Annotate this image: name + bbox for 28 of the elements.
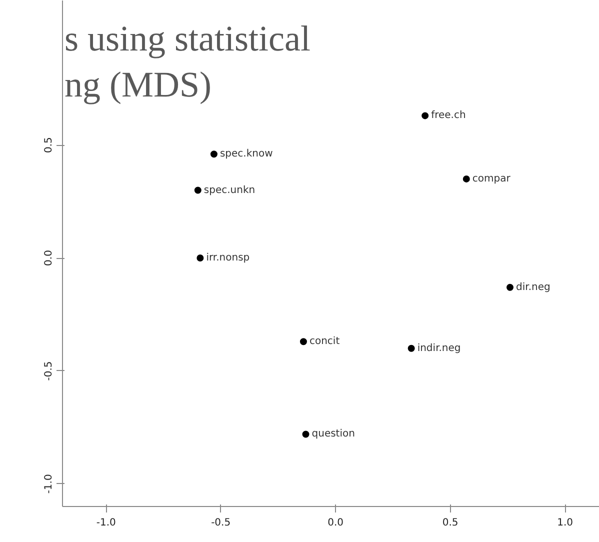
series-label: free.ch — [431, 110, 466, 122]
series-label: irr.nonsp — [206, 252, 250, 264]
point — [194, 186, 202, 194]
y-tick-label: -1.0 — [44, 474, 54, 494]
point — [422, 112, 429, 120]
y-tick-label: 0.0 — [44, 250, 54, 266]
point — [408, 344, 415, 352]
series-label: spec.know — [220, 148, 273, 160]
series-label: indir.neg — [417, 342, 461, 354]
x-tick-label: -1.0 — [96, 518, 116, 528]
x-tick-label: 0.0 — [328, 518, 344, 528]
x-tick-label: -0.5 — [211, 518, 231, 528]
point — [462, 175, 470, 182]
point — [506, 284, 514, 291]
text: s using statistical ng (MDS) — [64, 18, 310, 104]
y-tick-label: -0.5 — [44, 361, 54, 381]
series-label: dir.neg — [516, 282, 550, 293]
point — [196, 254, 204, 262]
series-label: compar — [472, 173, 512, 184]
series-label: concit — [309, 336, 340, 348]
point — [300, 338, 307, 346]
point — [210, 150, 218, 158]
x-tick-label: 1.0 — [557, 518, 574, 528]
point — [302, 430, 310, 438]
series-label: question — [312, 428, 355, 440]
x-tick-label: 0.5 — [442, 518, 458, 528]
series-label: spec.unkn — [204, 184, 256, 196]
y-tick-label: 0.5 — [44, 137, 54, 154]
